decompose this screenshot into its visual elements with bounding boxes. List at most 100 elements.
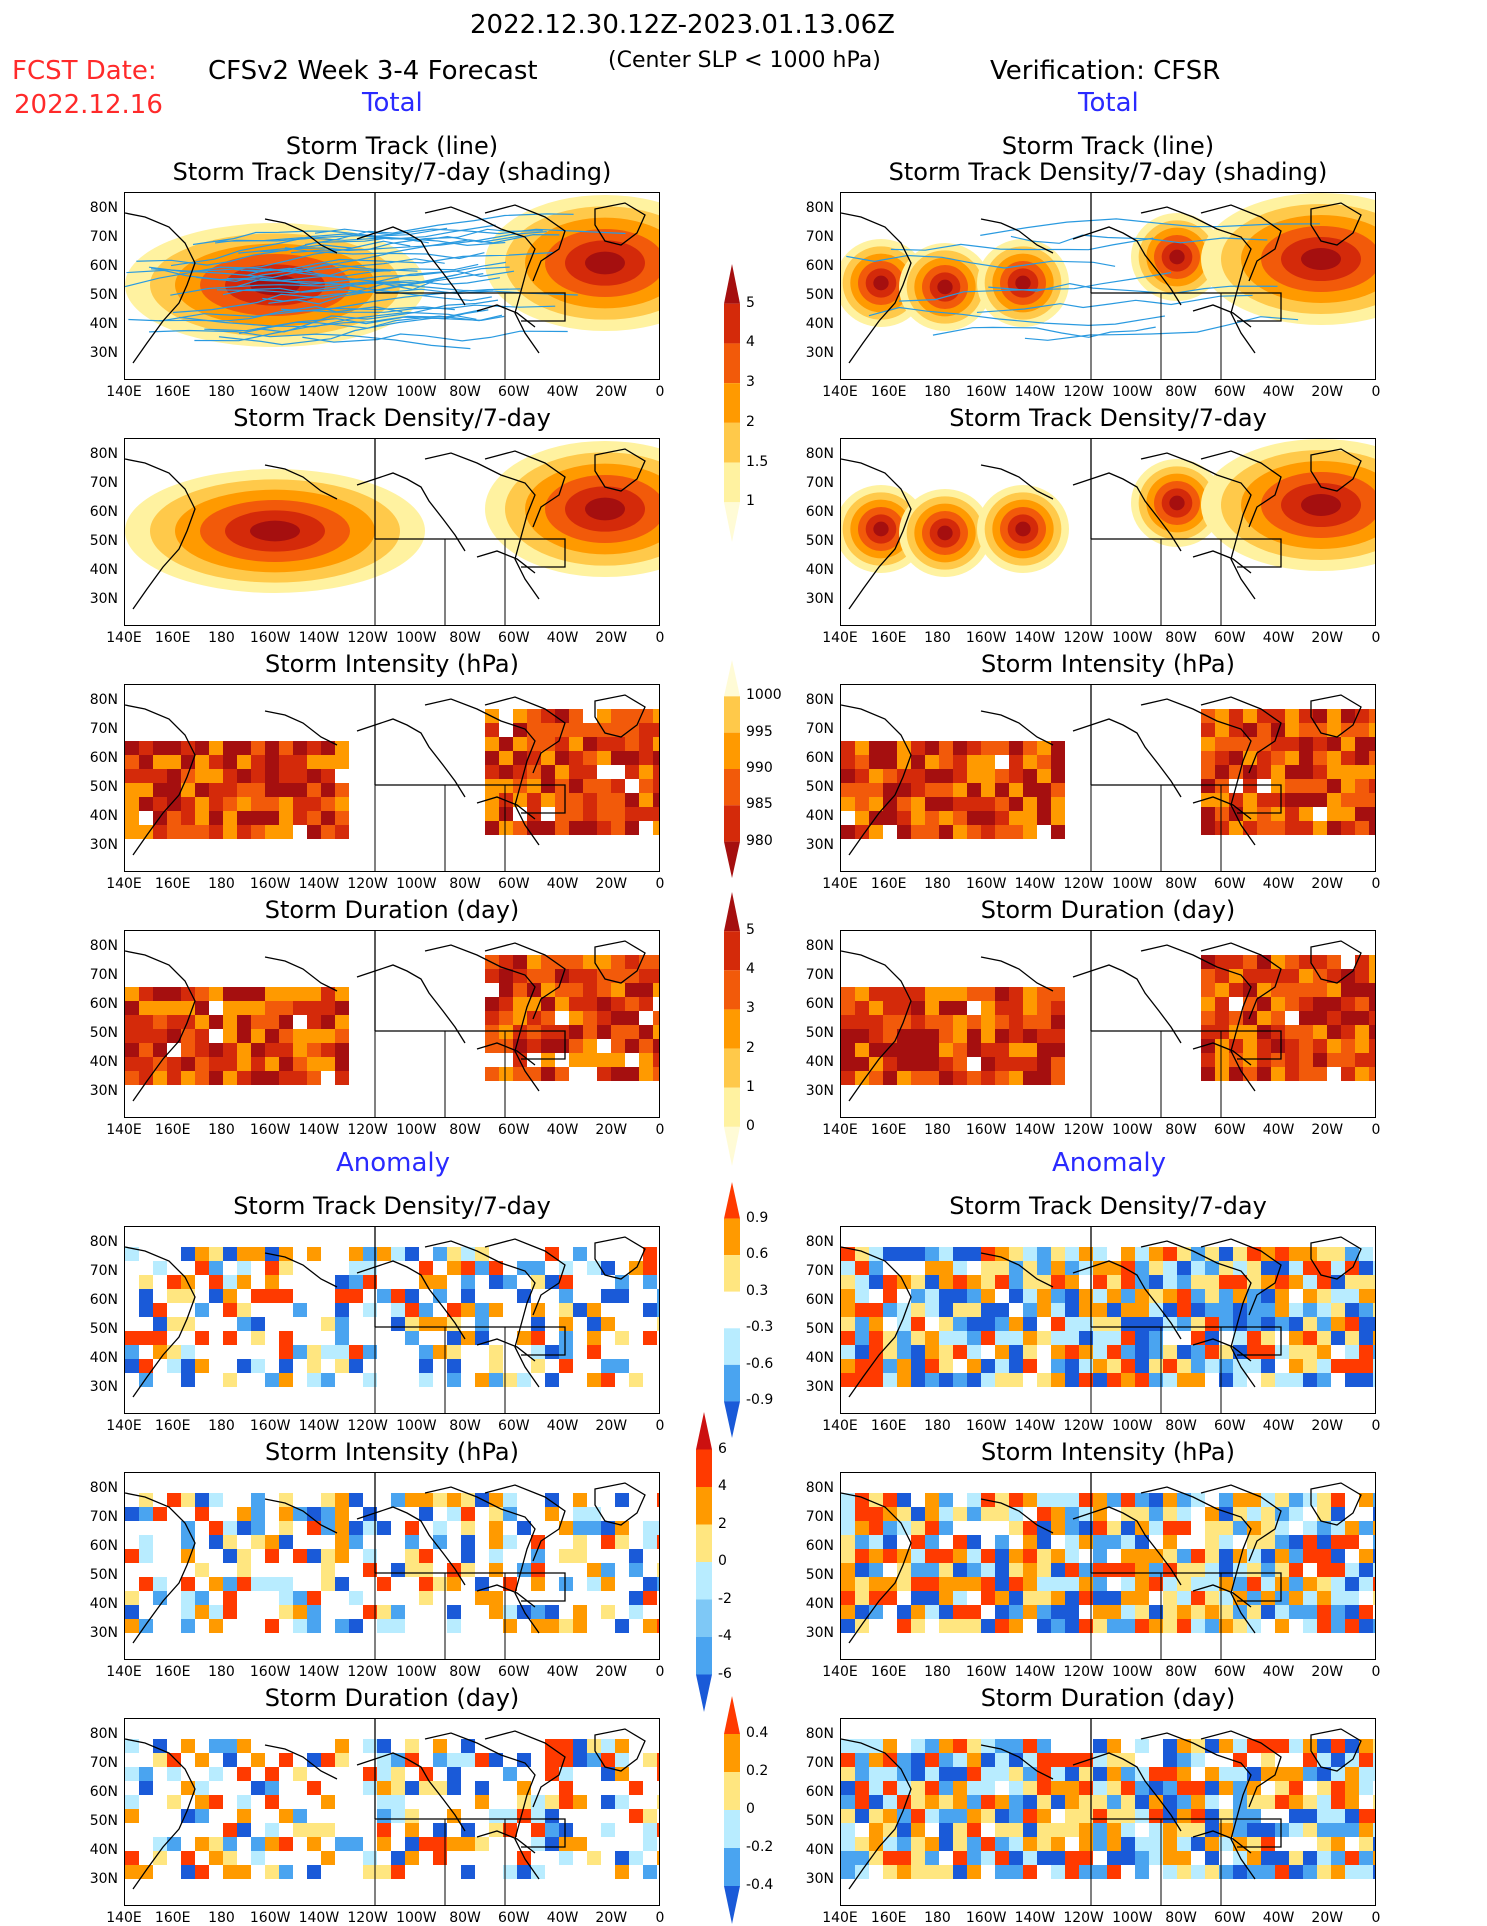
lat-label: 70N xyxy=(89,1509,118,1525)
lon-label: 80W xyxy=(1165,1910,1197,1926)
lon-label: 180 xyxy=(924,1418,951,1434)
map-panel-track-cfsv2 xyxy=(124,192,660,380)
colorbar-tick-label: 0 xyxy=(718,1553,727,1569)
lon-label: 160W xyxy=(249,1418,291,1434)
lon-label: 40W xyxy=(1262,876,1295,892)
lon-label: 0 xyxy=(1371,876,1381,892)
lat-label: 50N xyxy=(89,1567,118,1583)
lat-label: 80N xyxy=(805,446,834,462)
lon-label: 180 xyxy=(208,630,235,646)
lon-label: 60W xyxy=(497,1418,530,1434)
lat-label: 40N xyxy=(805,1842,834,1858)
lat-label: 30N xyxy=(89,345,118,361)
lon-label: 20W xyxy=(595,384,628,400)
lat-label: 30N xyxy=(805,1625,834,1641)
map-panel-density-cfsr xyxy=(840,438,1376,626)
lon-label: 100W xyxy=(1112,1122,1153,1138)
title-density-left: Storm Track Density/7-day xyxy=(233,404,551,432)
lon-label: 80W xyxy=(1165,1122,1197,1138)
lon-label: 80W xyxy=(1165,384,1197,400)
lon-label: 120W xyxy=(1063,1122,1104,1138)
colorbar-tick-label: -0.3 xyxy=(746,1319,774,1336)
lon-label: 160E xyxy=(154,1418,191,1434)
lon-label: 140E xyxy=(822,1910,858,1926)
lon-label: 140E xyxy=(822,630,858,646)
lon-label: 180 xyxy=(924,1122,951,1138)
map-panel-density-cfsv2 xyxy=(124,438,660,626)
lon-label: 140E xyxy=(822,1418,858,1434)
lat-label: 40N xyxy=(89,1596,118,1612)
lon-label: 80W xyxy=(449,1122,481,1138)
map-canvas xyxy=(841,931,1375,1117)
colorbar-tick-label: -4 xyxy=(718,1628,732,1644)
lat-label: 30N xyxy=(805,1379,834,1395)
lon-label: 0 xyxy=(1371,1418,1381,1434)
lon-label: 60W xyxy=(497,630,530,646)
lat-label: 50N xyxy=(805,1321,834,1337)
lon-label: 0 xyxy=(655,384,665,400)
lon-label: 180 xyxy=(924,876,951,892)
lon-label: 120W xyxy=(347,630,388,646)
lon-label: 160W xyxy=(965,1418,1007,1434)
lon-label: 80W xyxy=(449,630,481,646)
title-density-anom-left: Storm Track Density/7-day xyxy=(233,1192,551,1220)
lon-label: 40W xyxy=(546,1910,579,1926)
lat-label: 50N xyxy=(805,1813,834,1829)
lon-label: 20W xyxy=(1311,1122,1344,1138)
lat-label: 80N xyxy=(89,1234,118,1250)
lon-label: 160W xyxy=(965,1910,1007,1926)
lon-label: 140W xyxy=(1014,1664,1056,1680)
lon-label: 80W xyxy=(1165,876,1197,892)
lon-label: 20W xyxy=(595,876,628,892)
lon-label: 20W xyxy=(1311,384,1344,400)
lat-label: 80N xyxy=(89,1726,118,1742)
lon-label: 100W xyxy=(396,1418,437,1434)
map-canvas xyxy=(125,193,659,379)
lat-label: 70N xyxy=(89,1263,118,1279)
colorbar-intensity-anomaly: 6 4 2 0 -2 -4 -6 xyxy=(694,1412,784,1712)
lat-label: 30N xyxy=(89,1379,118,1395)
lon-label: 160E xyxy=(870,1910,907,1926)
lon-label: 120W xyxy=(1063,630,1104,646)
title-duration-anom-right: Storm Duration (day) xyxy=(980,1684,1236,1712)
lat-label: 60N xyxy=(89,1292,118,1308)
verification-title: Verification: CFSR xyxy=(990,56,1221,86)
lon-label: 40W xyxy=(546,630,579,646)
colorbar-tick-label: 4 xyxy=(746,334,755,351)
lon-label: 40W xyxy=(546,876,579,892)
lon-label: 40W xyxy=(546,1418,579,1434)
colorbar-tick-label: 4 xyxy=(746,961,755,978)
colorbar-tick-label: 0 xyxy=(746,1801,755,1817)
lon-label: 180 xyxy=(208,384,235,400)
lat-label: 60N xyxy=(805,504,834,520)
colorbar-tick-label: 2 xyxy=(718,1515,727,1532)
lat-label: 60N xyxy=(805,1784,834,1800)
colorbar-tick-label: 0.4 xyxy=(746,1725,769,1741)
lon-label: 100W xyxy=(1112,1664,1153,1680)
lat-label: 40N xyxy=(805,1054,834,1070)
map-panel-intensity-cfsr xyxy=(840,684,1376,872)
lat-label: 70N xyxy=(805,721,834,737)
lon-label: 40W xyxy=(546,384,579,400)
lat-label: 60N xyxy=(89,504,118,520)
lon-label: 60W xyxy=(1213,876,1246,892)
lat-label: 70N xyxy=(805,1263,834,1279)
lon-label: 60W xyxy=(1213,1122,1246,1138)
map-canvas xyxy=(841,193,1375,379)
lat-label: 30N xyxy=(89,1625,118,1641)
map-canvas xyxy=(841,1227,1375,1413)
lat-label: 70N xyxy=(89,967,118,983)
lon-label: 40W xyxy=(1262,630,1295,646)
lon-label: 120W xyxy=(347,1122,388,1138)
lat-label: 50N xyxy=(805,287,834,303)
lon-label: 100W xyxy=(396,1664,437,1680)
lon-label: 60W xyxy=(1213,384,1246,400)
title-track-shading-left: Storm Track Density/7-day (shading) xyxy=(172,158,612,186)
title-intensity-right: Storm Intensity (hPa) xyxy=(981,650,1235,678)
colorbar-tick-label: 1000 xyxy=(746,687,782,704)
map-panel-duration-cfsv2 xyxy=(124,930,660,1118)
colorbar-intensity-total: 1000 995 990 985 980 xyxy=(722,660,812,878)
colorbar-duration-total: 5 4 3 2 1 0 xyxy=(722,892,812,1166)
lon-label: 160W xyxy=(965,1122,1007,1138)
lon-label: 20W xyxy=(595,1418,628,1434)
